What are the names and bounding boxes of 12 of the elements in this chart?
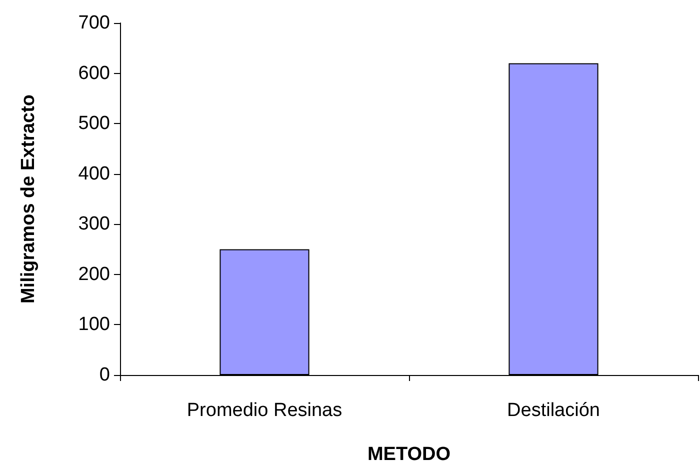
y-tick-label: 0 [99,364,110,386]
y-tick-label: 600 [78,62,110,84]
y-tick-label: 500 [78,113,110,134]
y-tick-label: 400 [78,163,110,184]
y-axis-title: Miligramos de Extracto [18,94,39,304]
x-tick-label: Promedio Resinas [186,400,342,421]
x-tick-label: Destilación [507,400,600,421]
y-tick-label: 100 [78,314,110,336]
x-axis-title: METODO [367,444,451,465]
y-tick-label: 200 [78,264,110,285]
y-tick-label: 300 [78,214,110,235]
y-tick-label: 700 [78,12,110,34]
